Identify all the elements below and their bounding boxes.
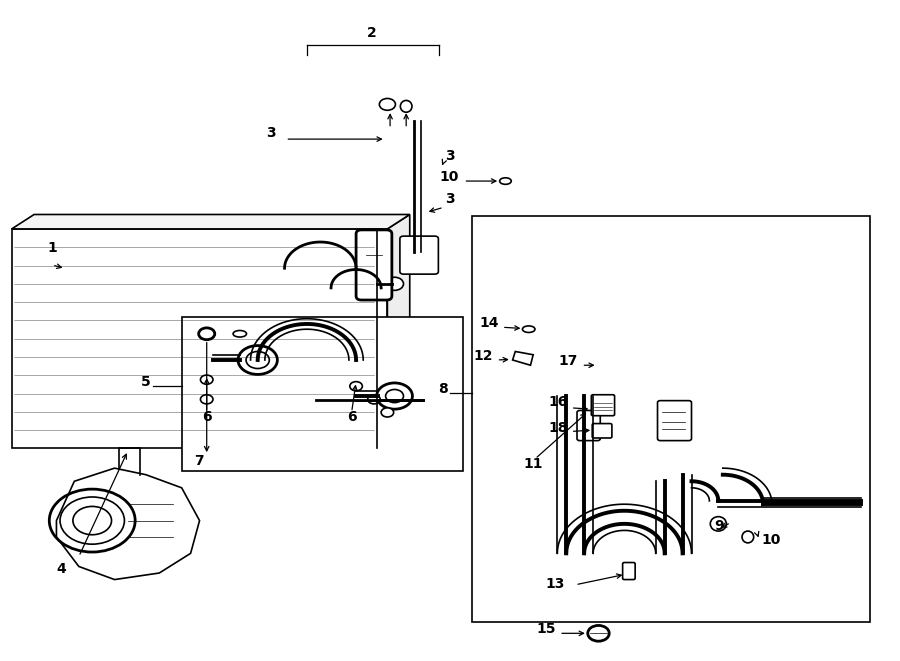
FancyBboxPatch shape bbox=[592, 424, 612, 438]
Text: 1: 1 bbox=[47, 241, 57, 255]
Text: 4: 4 bbox=[56, 562, 66, 576]
Circle shape bbox=[201, 375, 213, 384]
Text: 3: 3 bbox=[446, 192, 455, 206]
Text: 10: 10 bbox=[439, 170, 459, 184]
Text: 3: 3 bbox=[266, 126, 275, 140]
Circle shape bbox=[385, 393, 403, 407]
FancyBboxPatch shape bbox=[577, 410, 600, 441]
Text: 7: 7 bbox=[194, 454, 204, 468]
Circle shape bbox=[199, 328, 215, 340]
Text: 6: 6 bbox=[202, 410, 211, 424]
Text: 5: 5 bbox=[140, 375, 150, 389]
Circle shape bbox=[379, 98, 395, 110]
Bar bbox=[12, 229, 387, 448]
Bar bbox=[472, 215, 870, 622]
Circle shape bbox=[201, 395, 213, 404]
Ellipse shape bbox=[233, 330, 247, 337]
Polygon shape bbox=[12, 214, 410, 229]
Ellipse shape bbox=[522, 326, 535, 332]
Circle shape bbox=[368, 395, 380, 404]
Circle shape bbox=[588, 625, 609, 641]
Circle shape bbox=[350, 381, 363, 391]
Ellipse shape bbox=[400, 100, 412, 112]
Text: 10: 10 bbox=[761, 533, 780, 547]
Polygon shape bbox=[387, 214, 410, 448]
Circle shape bbox=[238, 346, 277, 374]
Text: 11: 11 bbox=[524, 457, 543, 471]
Text: 15: 15 bbox=[536, 622, 555, 637]
Text: 16: 16 bbox=[549, 395, 568, 409]
Polygon shape bbox=[513, 352, 533, 366]
Circle shape bbox=[246, 352, 269, 369]
Text: 13: 13 bbox=[545, 577, 564, 591]
Text: 17: 17 bbox=[559, 354, 578, 368]
Ellipse shape bbox=[742, 531, 753, 543]
Text: 12: 12 bbox=[473, 349, 493, 363]
Ellipse shape bbox=[500, 178, 511, 184]
Text: 8: 8 bbox=[438, 382, 448, 396]
FancyBboxPatch shape bbox=[356, 230, 392, 300]
Text: 14: 14 bbox=[480, 316, 500, 330]
FancyBboxPatch shape bbox=[400, 236, 438, 274]
Text: 9: 9 bbox=[714, 520, 724, 533]
Circle shape bbox=[385, 277, 403, 290]
FancyBboxPatch shape bbox=[591, 395, 615, 416]
Text: 18: 18 bbox=[549, 421, 568, 435]
Ellipse shape bbox=[710, 517, 726, 531]
Circle shape bbox=[381, 408, 393, 417]
Circle shape bbox=[385, 389, 403, 403]
Text: 2: 2 bbox=[367, 26, 377, 40]
Circle shape bbox=[377, 383, 412, 409]
Polygon shape bbox=[57, 468, 200, 580]
Text: 6: 6 bbox=[346, 410, 356, 424]
FancyBboxPatch shape bbox=[658, 401, 691, 441]
Bar bbox=[182, 317, 464, 471]
Text: 3: 3 bbox=[446, 149, 455, 163]
FancyBboxPatch shape bbox=[623, 563, 635, 580]
